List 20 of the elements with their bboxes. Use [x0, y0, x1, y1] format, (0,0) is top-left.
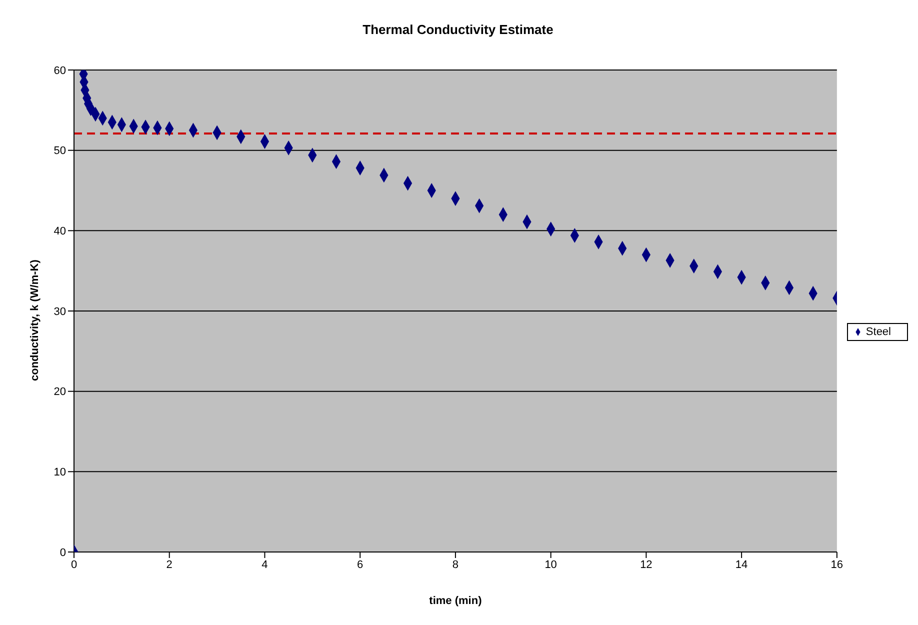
y-tick-label: 10 — [54, 466, 66, 479]
x-tick-label: 14 — [735, 558, 748, 571]
y-tick-label: 20 — [54, 386, 66, 398]
y-tick-label: 30 — [54, 306, 66, 318]
x-tick-label: 12 — [640, 558, 652, 571]
x-tick-label: 16 — [830, 558, 844, 571]
x-tick-label: 4 — [262, 558, 268, 571]
x-tick-label: 0 — [70, 558, 78, 571]
y-tick-label: 40 — [54, 226, 66, 238]
y-tick-label: 0 — [60, 546, 66, 559]
x-tick-label: 2 — [166, 558, 172, 571]
legend-label: Steel — [866, 326, 891, 338]
x-tick-label: 8 — [452, 558, 459, 571]
x-tick-label: 10 — [544, 558, 557, 571]
y-tick-label: 60 — [54, 64, 66, 77]
x-tick-label: 6 — [357, 558, 364, 571]
x-axis-title: time (min) — [429, 595, 482, 607]
chart-title: Thermal Conductivity Estimate — [362, 22, 554, 39]
y-tick-label: 50 — [54, 145, 66, 158]
y-axis-title: conductivity, k (W/m-K) — [28, 259, 41, 381]
